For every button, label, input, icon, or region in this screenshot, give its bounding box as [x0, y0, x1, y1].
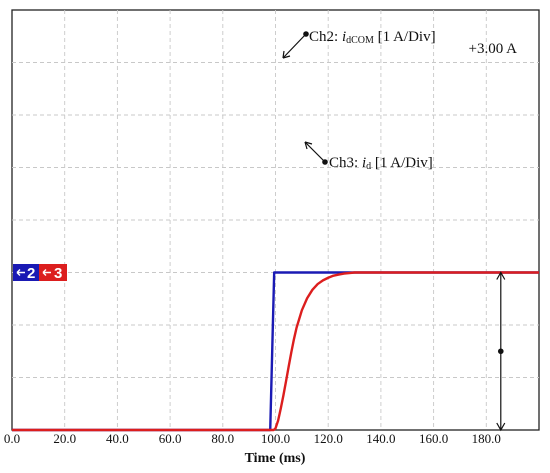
ch2-level-marker-arrow: [16, 269, 25, 276]
x-tick-label: 80.0: [211, 431, 234, 446]
ch2-annotation-label: Ch2: idCOM [1 A/Div]: [309, 29, 436, 46]
x-tick-label: 60.0: [159, 431, 182, 446]
x-tick-label: 140.0: [366, 431, 395, 446]
ch2-level-marker-label: 2: [27, 265, 35, 282]
x-tick-label: 120.0: [314, 431, 343, 446]
x-axis-label: Time (ms): [245, 451, 306, 466]
ch2-annotation-arrowhead: [282, 50, 291, 59]
ch3-annotation-dot: [322, 159, 328, 165]
series-ch3-line: [12, 271, 539, 432]
measurement-arrow-top: [496, 271, 506, 280]
measurement-label: +3.00 A: [469, 41, 518, 57]
x-tick-label: 160.0: [419, 431, 448, 446]
ch2-annotation-dot: [303, 31, 309, 37]
x-tick-label: 180.0: [472, 431, 501, 446]
ch3-annotation-arrowhead: [304, 141, 313, 150]
ch3-level-marker-arrow: [42, 269, 51, 276]
grid: [12, 10, 539, 430]
ch2-annotation-leader: [282, 33, 307, 59]
traces: [12, 271, 539, 432]
ch3-annotation-leader: [304, 141, 326, 163]
ch3-level-marker-label: 3: [54, 265, 62, 282]
ch3-annotation-label: Ch3: id [1 A/Div]: [329, 155, 433, 172]
x-tick-label: 100.0: [261, 431, 290, 446]
x-tick-label: 20.0: [53, 431, 76, 446]
measurement-arrow-bottom: [496, 422, 506, 432]
measurement-dot: [497, 348, 504, 355]
ch2-level-marker: [13, 264, 39, 281]
annotations: +3.00 A Ch2: idCOM [1 A/Div] Ch3: id [1 …: [282, 29, 518, 432]
channel-markers: 2 3: [13, 264, 67, 282]
ch3-level-marker: [39, 264, 67, 281]
x-tick-label: 0.0: [4, 431, 20, 446]
x-tick-labels: 0.0 20.0 40.0 60.0 80.0 100.0 120.0 140.0 160.0 1…: [4, 431, 501, 446]
x-tick-label: 40.0: [106, 431, 129, 446]
